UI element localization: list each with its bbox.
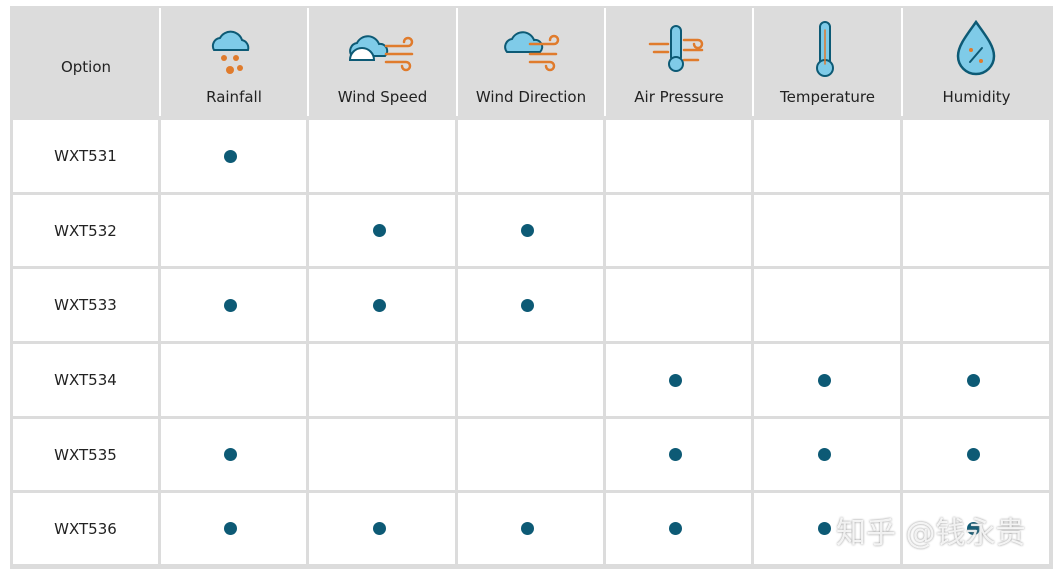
dot	[521, 298, 534, 312]
dot	[224, 448, 237, 461]
cell	[754, 195, 900, 266]
dot	[817, 373, 831, 387]
header-label: Wind Direction	[475, 88, 587, 106]
cell	[903, 269, 1049, 341]
cell	[458, 493, 603, 564]
cell	[606, 120, 751, 192]
header-separator	[752, 8, 754, 116]
cell	[606, 493, 751, 564]
header-separator	[456, 8, 458, 116]
cell	[309, 344, 455, 416]
dot	[372, 522, 386, 535]
dot	[966, 522, 980, 535]
cell	[754, 344, 900, 416]
cell	[458, 344, 603, 416]
cell	[161, 120, 306, 192]
header-separator	[901, 8, 903, 116]
cell	[606, 419, 751, 490]
row-name: WXT532	[13, 195, 158, 266]
cell	[606, 344, 751, 416]
dot	[521, 224, 534, 237]
cell	[161, 269, 306, 341]
cell	[754, 419, 900, 490]
header-icons	[211, 19, 996, 77]
row-name: WXT531	[13, 120, 158, 192]
dot	[669, 448, 682, 461]
cell	[754, 269, 900, 341]
header-separator	[159, 8, 161, 116]
cell	[309, 120, 455, 192]
cell	[754, 120, 900, 192]
cell	[606, 195, 751, 266]
header-label: Rainfall	[206, 88, 262, 106]
cell	[309, 493, 455, 564]
dot	[817, 448, 831, 461]
dot	[669, 522, 682, 535]
row-name: WXT535	[13, 419, 158, 490]
cell	[903, 120, 1049, 192]
cell	[458, 195, 603, 266]
dot	[372, 224, 386, 237]
dot	[817, 522, 831, 535]
dot	[224, 149, 237, 163]
cell	[161, 195, 306, 266]
row-name: WXT533	[13, 269, 158, 341]
cell	[903, 195, 1049, 266]
cell	[903, 419, 1049, 490]
header-label: Temperature	[779, 88, 876, 106]
cell	[606, 269, 751, 341]
row-name: WXT534	[13, 344, 158, 416]
cell	[309, 195, 455, 266]
cell	[458, 269, 603, 341]
row-name: WXT536	[13, 493, 158, 564]
header-separator	[307, 8, 309, 116]
header-option: Option	[60, 58, 112, 76]
cell	[903, 493, 1049, 564]
cell	[161, 493, 306, 564]
watermark: 知乎 @钱永贵	[836, 516, 1026, 551]
header-label: Wind Speed	[337, 88, 428, 106]
cell	[161, 344, 306, 416]
cell	[309, 269, 455, 341]
dot	[966, 448, 980, 461]
header-label: Air Pressure	[634, 88, 724, 106]
table: Option Rainfall Wind Speed Wind Direction Ai…	[10, 6, 1053, 569]
cell	[458, 419, 603, 490]
cell	[754, 493, 900, 564]
dot	[224, 298, 237, 312]
dot	[966, 373, 980, 387]
cell	[458, 120, 603, 192]
dot	[224, 522, 237, 535]
header-label: Humidity	[942, 88, 1011, 106]
dot	[372, 298, 386, 312]
cell	[309, 419, 455, 490]
header-separator	[604, 8, 606, 116]
dot	[521, 522, 534, 535]
cell	[903, 344, 1049, 416]
cell	[161, 419, 306, 490]
dot	[669, 373, 682, 387]
